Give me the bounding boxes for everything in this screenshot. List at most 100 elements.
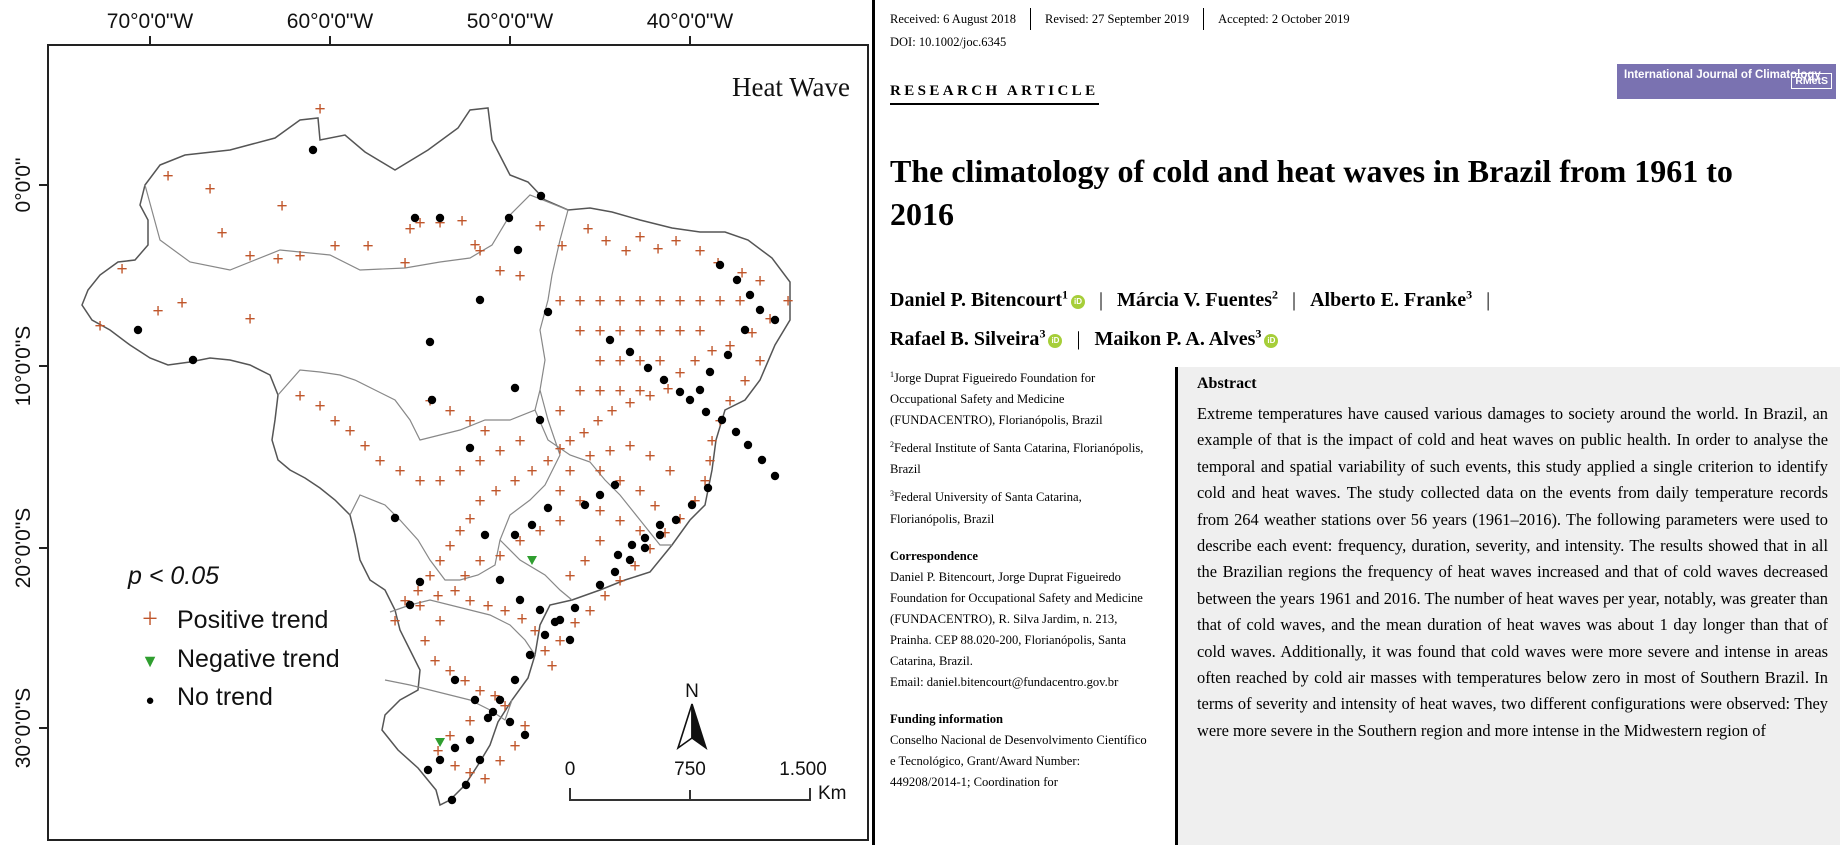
- no-trend-station-marker: [643, 363, 653, 373]
- no-trend-station-marker: [425, 337, 435, 347]
- positive-trend-station-marker: +: [464, 509, 475, 530]
- no-trend-station-marker: [565, 635, 575, 645]
- positive-trend-station-marker: +: [724, 336, 735, 357]
- no-trend-station-marker: [465, 735, 475, 745]
- no-trend-station-marker: [731, 427, 741, 437]
- positive-trend-station-marker: +: [362, 236, 373, 257]
- positive-trend-station-marker: +: [614, 321, 625, 342]
- author-name: Daniel P. Bitencourt: [890, 288, 1063, 311]
- no-trend-station-marker: [770, 471, 780, 481]
- positive-trend-station-marker: +: [754, 351, 765, 372]
- positive-trend-station-marker: +: [694, 291, 705, 312]
- author[interactable]: Daniel P. Bitencourt1iD: [890, 287, 1086, 311]
- author-affiliation-number: 2: [1272, 287, 1279, 301]
- positive-trend-station-marker: +: [654, 321, 665, 342]
- revised-date: Revised: 27 September 2019: [1031, 8, 1205, 30]
- positive-trend-station-marker: +: [764, 309, 775, 330]
- positive-trend-station-marker: +: [594, 291, 605, 312]
- positive-trend-station-marker: +: [519, 716, 530, 737]
- positive-trend-station-marker: +: [434, 611, 445, 632]
- no-trend-station-marker: [470, 695, 480, 705]
- positive-trend-station-marker: +: [514, 431, 525, 452]
- author-separator: |: [1076, 328, 1081, 351]
- positive-trend-station-marker: +: [449, 756, 460, 777]
- no-trend-station-marker: [535, 605, 545, 615]
- positive-trend-station-marker: +: [594, 321, 605, 342]
- doi-link[interactable]: DOI: 10.1002/joc.6345: [890, 35, 1007, 49]
- correspondence-heading: Correspondence: [890, 548, 978, 563]
- no-trend-station-marker: [465, 443, 475, 453]
- positive-trend-station-marker: +: [542, 451, 553, 472]
- station-markers: + + + + + + + + + + + + + + + + + + + + + + + + + + + + + + + + + + + + + + + +…: [94, 99, 794, 805]
- positive-trend-station-marker: +: [494, 546, 505, 567]
- positive-trend-station-marker: +: [659, 523, 670, 544]
- article-history: Received: 6 August 2018 Revised: 27 Sept…: [889, 8, 1364, 30]
- positive-trend-station-marker: +: [474, 241, 485, 262]
- positive-trend-station-marker: +: [724, 391, 735, 412]
- positive-trend-station-marker: +: [424, 566, 435, 587]
- longitude-label: 50°0'0"W: [467, 10, 554, 33]
- positive-trend-station-marker: +: [694, 241, 705, 262]
- positive-trend-station-marker: +: [554, 631, 565, 652]
- positive-trend-station-marker: +: [294, 386, 305, 407]
- latitude-label: 20°0'0"S: [12, 508, 35, 589]
- no-trend-station-marker: [405, 600, 415, 610]
- positive-trend-station-marker: +: [539, 641, 550, 662]
- positive-trend-station-marker: +: [620, 241, 631, 262]
- positive-trend-station-marker: +: [412, 581, 423, 602]
- affiliation: 1Jorge Duprat Figueiredo Foundation for …: [890, 364, 1152, 431]
- no-trend-station-marker: [543, 307, 553, 317]
- scale-unit: Km: [818, 783, 847, 804]
- affiliation-text: Jorge Duprat Figueiredo Foundation for O…: [890, 371, 1103, 428]
- no-trend-station-marker: [540, 630, 550, 640]
- author-affiliation-number: 1: [1062, 287, 1069, 301]
- positive-trend-station-marker: +: [734, 291, 745, 312]
- longitude-label: 60°0'0"W: [287, 10, 374, 33]
- no-trend-station-marker: [520, 730, 530, 740]
- author[interactable]: Rafael B. Silveira3iD: [890, 326, 1063, 350]
- positive-trend-symbol: +: [142, 604, 158, 635]
- positive-trend-station-marker: +: [654, 351, 665, 372]
- scale-label: 1.500: [779, 759, 827, 780]
- orcid-icon[interactable]: iD: [1264, 334, 1279, 349]
- author[interactable]: Alberto E. Franke3: [1310, 287, 1472, 311]
- author[interactable]: Márcia V. Fuentes2: [1117, 287, 1279, 311]
- orcid-icon[interactable]: iD: [1048, 334, 1063, 349]
- positive-trend-station-marker: +: [514, 531, 525, 552]
- positive-trend-station-marker: +: [456, 211, 467, 232]
- positive-trend-station-marker: +: [176, 293, 187, 314]
- positive-trend-station-marker: +: [662, 379, 673, 400]
- latitude-label: 10°0'0"S: [12, 326, 35, 407]
- positive-trend-station-marker: +: [482, 596, 493, 617]
- author[interactable]: Maikon P. A. Alves3iD: [1094, 327, 1279, 351]
- orcid-icon[interactable]: iD: [1071, 294, 1086, 309]
- no-trend-station-marker: [435, 213, 445, 223]
- positive-trend-station-marker: +: [584, 601, 595, 622]
- positive-trend-station-marker: +: [444, 536, 455, 557]
- positive-trend-station-marker: +: [634, 291, 645, 312]
- no-trend-station-marker: [480, 530, 490, 540]
- positive-trend-station-marker: +: [614, 511, 625, 532]
- article-title: The climatology of cold and heat waves i…: [890, 153, 1733, 232]
- no-trend-station-marker: [770, 315, 780, 325]
- positive-trend-station-marker: +: [670, 231, 681, 252]
- no-trend-station-marker: [515, 595, 525, 605]
- abstract-box: Abstract Extreme temperatures have cause…: [1175, 367, 1840, 845]
- author-affiliation-number: 3: [1039, 326, 1046, 341]
- abstract-text: Extreme temperatures have caused various…: [1197, 404, 1828, 740]
- positive-trend-station-marker: +: [534, 521, 545, 542]
- author-name: Maikon P. A. Alves: [1094, 328, 1256, 351]
- positive-trend-station-marker: +: [449, 581, 460, 602]
- author-separator: |: [1292, 288, 1297, 311]
- positive-trend-station-marker: +: [574, 381, 585, 402]
- no-trend-station-marker: [625, 555, 635, 565]
- positive-trend-station-marker: +: [534, 216, 545, 237]
- positive-trend-station-marker: +: [474, 451, 485, 472]
- correspondence-email[interactable]: Email: daniel.bitencourt@fundacentro.gov…: [890, 674, 1119, 689]
- positive-trend-station-marker: +: [434, 213, 445, 234]
- journal-logo[interactable]: International Journal of Climatology RMe…: [1617, 64, 1836, 99]
- no-trend-station-marker: [423, 765, 433, 775]
- graticule-ticks: [39, 36, 691, 729]
- positive-trend-station-marker: +: [294, 246, 305, 267]
- positive-trend-station-marker: +: [329, 411, 340, 432]
